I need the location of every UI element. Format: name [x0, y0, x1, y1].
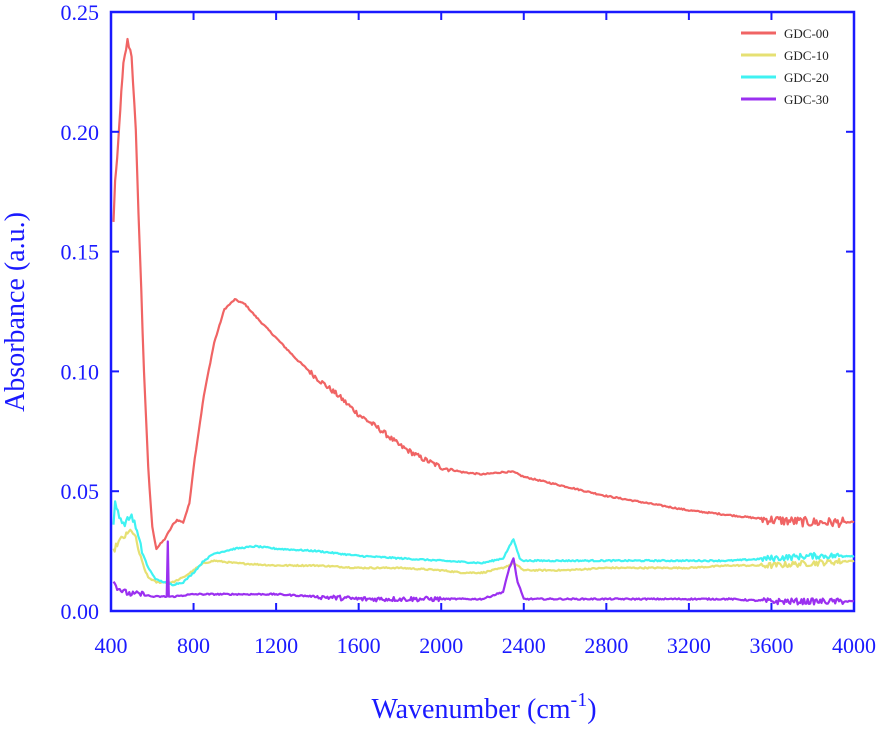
- series-lines: [112, 37, 855, 606]
- y-tick-label: 0.10: [61, 359, 100, 384]
- x-tick-label: 4000: [832, 633, 876, 658]
- x-tick-label: 2000: [419, 633, 463, 658]
- x-tick-label: 800: [177, 633, 210, 658]
- x-tick-label: 400: [95, 633, 128, 658]
- axes: 400 800 1200 1600 2000 2400 2800 3200 3600 4000 0.…: [61, 0, 877, 658]
- y-tick-label: 0.15: [61, 240, 100, 265]
- legend-label-gdc-30: GDC-30: [784, 92, 829, 107]
- y-tick-label: 0.05: [61, 479, 100, 504]
- plot-border: [109, 10, 856, 613]
- x-tick-label: 3200: [667, 633, 711, 658]
- legend: GDC-00 GDC-10 GDC-20 GDC-30: [741, 26, 829, 107]
- x-axis-title-suffix: ): [587, 694, 596, 725]
- series-line-gdc-20: [112, 500, 855, 587]
- x-tick-label: 1200: [254, 633, 298, 658]
- x-tick-label: 1600: [337, 633, 381, 658]
- legend-label-gdc-00: GDC-00: [784, 26, 829, 41]
- x-axis-title-superscript: -1: [571, 689, 588, 711]
- legend-label-gdc-10: GDC-10: [784, 48, 829, 63]
- y-axis-title: Absorbance (a.u.): [0, 212, 31, 412]
- series-line-gdc-00: [112, 37, 855, 551]
- series-line-gdc-30: [112, 540, 855, 606]
- x-tick-label: 2800: [584, 633, 628, 658]
- x-axis-title-main: Wavenumber (cm: [371, 694, 570, 725]
- x-tick-label: 2400: [502, 633, 546, 658]
- series-line-gdc-10: [112, 528, 855, 584]
- plot-frame: [109, 10, 856, 613]
- x-axis-title: Wavenumber (cm-1): [371, 689, 596, 725]
- y-tick-label: 0.00: [61, 599, 100, 624]
- x-tick-label: 3600: [749, 633, 793, 658]
- y-tick-label: 0.25: [61, 0, 100, 25]
- legend-label-gdc-20: GDC-20: [784, 70, 829, 85]
- y-tick-label: 0.20: [61, 120, 100, 145]
